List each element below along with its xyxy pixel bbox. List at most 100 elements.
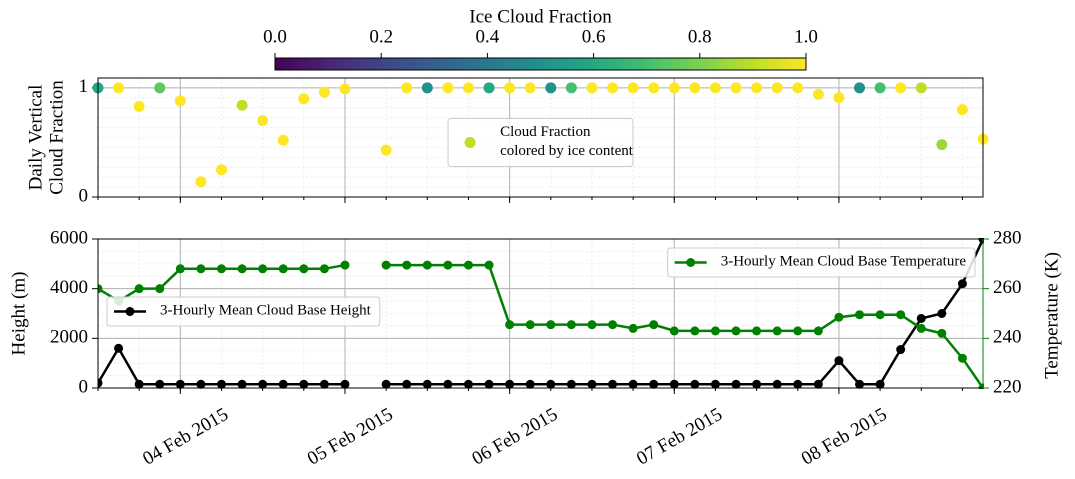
series-point — [463, 379, 473, 389]
series-point — [381, 379, 391, 389]
cloud-fraction-point — [462, 82, 474, 94]
colorbar-tick-label: 0.8 — [688, 26, 712, 47]
legend: Cloud Fraction colored by ice content — [447, 118, 634, 167]
colorbar-tick-label: 0.2 — [369, 26, 393, 47]
series-point — [402, 260, 412, 270]
series-point — [587, 320, 597, 330]
series-point — [957, 353, 967, 363]
series-point — [463, 260, 473, 270]
series-point — [422, 260, 432, 270]
series-line — [98, 263, 984, 389]
cloud-fraction-point — [771, 82, 783, 94]
y-tick-label: 6000 — [50, 227, 88, 248]
y2-tick-label: 220 — [993, 376, 1022, 397]
cloud-fraction-point — [792, 82, 804, 94]
series-point — [793, 326, 803, 336]
cloud-fraction-point — [586, 82, 598, 94]
legend-marker — [686, 258, 696, 267]
series-point — [731, 379, 741, 389]
series-point — [340, 260, 350, 270]
series-point — [505, 320, 515, 330]
series-point — [134, 284, 144, 294]
cloud-fraction-point — [195, 176, 207, 188]
series-point — [319, 264, 329, 274]
cloud-fraction-point — [709, 82, 721, 94]
series-point — [299, 264, 309, 274]
series-point — [649, 320, 659, 330]
legend: 3-Hourly Mean Cloud Base Height — [106, 296, 381, 327]
cloud-fraction-point — [380, 144, 392, 156]
legend-box — [447, 118, 634, 167]
legend-box — [106, 296, 381, 327]
colorbar-label: Ice Cloud Fraction — [469, 6, 612, 27]
series-point — [319, 379, 329, 389]
y-tick-label: 4000 — [50, 277, 88, 298]
series-point — [772, 379, 782, 389]
series-point — [834, 356, 844, 366]
series-point — [258, 379, 268, 389]
x-tick-label: 04 Feb 2015 — [139, 404, 232, 470]
series-point — [896, 310, 906, 320]
legend-label: 3-Hourly Mean Cloud Base Height — [160, 302, 372, 318]
cloud-fraction-point — [236, 99, 248, 111]
series-point — [443, 379, 453, 389]
series-point — [813, 326, 823, 336]
cloud-fraction-point — [483, 82, 495, 94]
cloud-fraction-point — [607, 82, 619, 94]
y2-tick-label: 280 — [993, 227, 1022, 248]
cloud-fraction-point — [854, 82, 866, 94]
series-point — [175, 379, 185, 389]
series-point — [834, 312, 844, 322]
series-point — [381, 260, 391, 270]
series-point — [608, 320, 618, 330]
series-point — [916, 313, 926, 323]
cloud-fraction-point — [648, 82, 660, 94]
series-point — [772, 326, 782, 336]
y-tick-label: 1 — [79, 76, 89, 97]
cloud-fraction-point — [298, 93, 310, 105]
series-point — [793, 379, 803, 389]
x-tick-label: 06 Feb 2015 — [469, 404, 562, 470]
cloud-fraction-point — [154, 82, 166, 94]
cloud-fraction-point — [504, 82, 516, 94]
series-point — [731, 326, 741, 336]
series-point — [710, 326, 720, 336]
series-point — [608, 379, 618, 389]
series-point — [916, 323, 926, 333]
series-point — [98, 378, 103, 388]
colorbar-tick-label: 0.0 — [263, 26, 287, 47]
cloud-fraction-point — [936, 139, 948, 151]
series-point — [155, 284, 165, 294]
cloud-fraction-point — [442, 82, 454, 94]
series-point — [546, 379, 556, 389]
legend-label: colored by ice content — [500, 143, 634, 159]
series-point — [752, 379, 762, 389]
series-point — [237, 379, 247, 389]
y-axis-label-line: Cloud Fraction — [47, 80, 68, 195]
series-point — [875, 310, 885, 320]
series-point — [566, 379, 576, 389]
colorbar-tick-label: 1.0 — [794, 26, 818, 47]
y2-tick-label: 240 — [993, 327, 1022, 348]
series-point — [505, 379, 515, 389]
cloud-fraction-point — [318, 86, 330, 98]
cloud-fraction-point — [833, 92, 845, 104]
series-point — [937, 328, 947, 338]
series-point — [875, 379, 885, 389]
cloud-fraction-point — [277, 134, 289, 146]
cloud-fraction-point — [730, 82, 742, 94]
series-point — [278, 264, 288, 274]
cloud-fraction-point — [524, 82, 536, 94]
series-point — [525, 379, 535, 389]
cloud-fraction-point — [751, 82, 763, 94]
series-point — [957, 279, 967, 289]
series-point — [628, 323, 638, 333]
series-point — [546, 320, 556, 330]
cloud-fraction-point — [915, 82, 927, 94]
cloud-fraction-point — [421, 82, 433, 94]
cloud-fraction-point — [627, 82, 639, 94]
cloud-fraction-point — [113, 82, 125, 94]
y2-axis-label: Temperature (K) — [1041, 252, 1062, 379]
series-point — [587, 379, 597, 389]
